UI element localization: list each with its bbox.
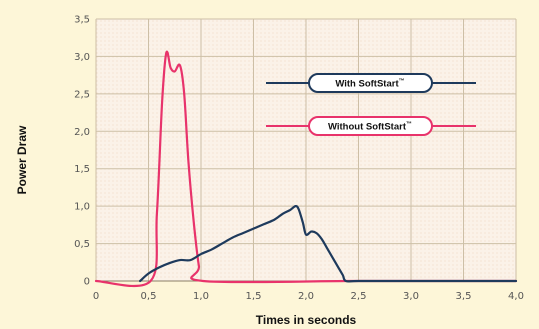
trademark-mark: ™ bbox=[406, 121, 412, 128]
y-tick-label: 2,5 bbox=[74, 89, 90, 100]
y-tick-label: 0,5 bbox=[74, 239, 90, 250]
legend-label: Without SoftStart™ bbox=[328, 121, 412, 133]
y-axis-title: Power Draw bbox=[15, 125, 29, 194]
legend-item-without-softstart: Without SoftStart™ bbox=[266, 116, 476, 136]
y-tick-label: 1,5 bbox=[74, 164, 90, 175]
legend-pill bbox=[308, 73, 433, 93]
x-tick-label: 3,5 bbox=[456, 291, 472, 302]
x-tick-label: 0,5 bbox=[141, 291, 157, 302]
y-tick-label: 1,0 bbox=[74, 202, 90, 213]
trademark-mark: ™ bbox=[399, 78, 405, 85]
y-tick-label: 2,0 bbox=[74, 127, 90, 138]
x-tick-label: 0 bbox=[93, 291, 99, 302]
y-tick-label: 3,5 bbox=[74, 15, 90, 26]
legend-series-name: Without SoftStart bbox=[328, 122, 407, 133]
x-axis-title: Times in seconds bbox=[256, 313, 357, 327]
x-tick-label: 1,0 bbox=[193, 291, 209, 302]
y-tick-label: 0 bbox=[84, 277, 90, 288]
x-tick-label: 4,0 bbox=[508, 291, 524, 302]
x-tick-label: 2,0 bbox=[298, 291, 314, 302]
x-tick-label: 1,5 bbox=[246, 291, 262, 302]
legend-label: With SoftStart™ bbox=[335, 78, 404, 90]
x-tick-label: 2,5 bbox=[351, 291, 367, 302]
tick-labels: 0 0,5 1,0 1,5 2,0 2,5 3,0 3,5 4,0 0 0,5 1,0 1,5 2,0 2,… bbox=[74, 15, 524, 303]
series-line-with-softstart bbox=[139, 205, 518, 283]
legend-pill bbox=[308, 116, 433, 136]
legend-item-with-softstart: With SoftStart™ bbox=[266, 73, 476, 93]
x-tick-label: 3,0 bbox=[403, 291, 419, 302]
legend-series-name: With SoftStart bbox=[335, 79, 399, 90]
y-tick-label: 3,0 bbox=[74, 52, 90, 63]
series-lines bbox=[94, 50, 518, 288]
